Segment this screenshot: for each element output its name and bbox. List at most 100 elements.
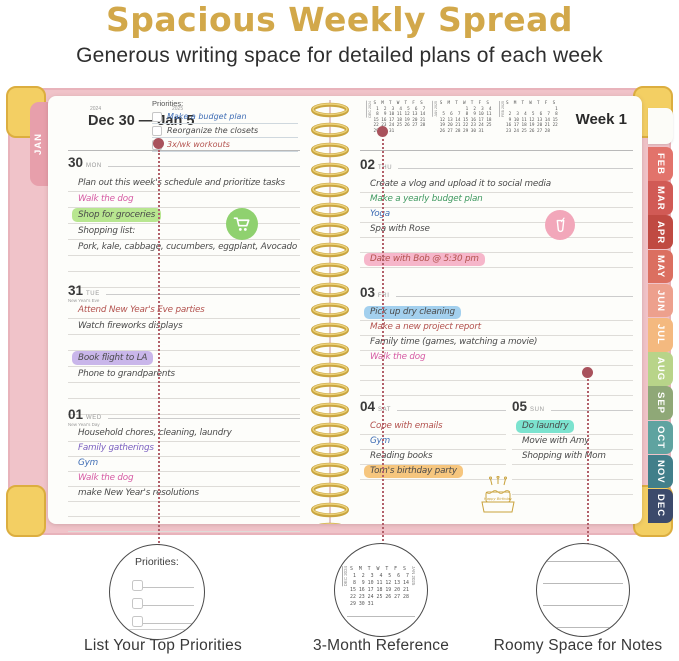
planner-entry: Make a yearly budget plan: [360, 193, 633, 208]
month-tab-label: NOV: [655, 459, 666, 484]
day-number: 30: [68, 155, 84, 170]
day-number: 31: [68, 283, 84, 298]
planner-spread: JAN 2024 2025: [6, 86, 673, 537]
highlighted-entry: Date with Bob @ 5:30 pm: [364, 253, 485, 266]
mini-calendar-label: DEC 2024: [342, 566, 348, 587]
week-number-label: Week 1: [575, 111, 627, 128]
planner-entry: Make a new project report: [360, 321, 633, 336]
highlighted-entry: Tom's birthday party: [364, 465, 463, 478]
planner-entry-empty: [68, 335, 300, 351]
day-header: 05 SUN: [512, 398, 633, 416]
leader-line: [382, 139, 384, 545]
month-tab-oct: OCT: [648, 420, 673, 455]
day-weekday: THU: [378, 165, 393, 171]
planner-entry: make New Year's resolutions: [68, 487, 300, 502]
birthday-cake-icon: Happy Birthday: [476, 475, 520, 516]
day-weekday: WED: [86, 415, 102, 421]
planner-entry-empty: [68, 272, 300, 288]
planner-entry-empty: [360, 238, 633, 253]
drink-icon: [545, 210, 575, 240]
callout-circle-calendar: DEC 2024 S M T W T F S 1 2 3 4 5 6 7 8 9…: [334, 543, 428, 637]
leader-line: [587, 379, 589, 545]
planner-entry: Phone to grandparents: [68, 367, 300, 383]
priorities-block: Priorities: Make a budget plan Reorganiz…: [152, 99, 298, 152]
planner-entry: Book flight to LA: [68, 351, 300, 367]
checkbox-icon: [132, 580, 143, 591]
rule-line: [543, 583, 623, 584]
rule-line: [543, 605, 623, 606]
callout-label-reference: 3-Month Reference: [312, 637, 450, 654]
month-tab-label: MAR: [655, 185, 666, 211]
leader-dot: [377, 126, 388, 137]
callout-priority-row: [132, 589, 194, 609]
planner-entry: Plan out this week's schedule and priori…: [68, 176, 300, 192]
day-number: 04: [360, 399, 376, 414]
checkbox-icon: [132, 616, 143, 627]
priority-item: Make a budget plan: [152, 110, 298, 124]
planner-entry: Gym: [360, 435, 506, 450]
spiral-binding-icon: [308, 100, 352, 529]
day-number: 03: [360, 285, 376, 300]
day-weekday: TUE: [86, 291, 100, 297]
month-tab-apr: APR: [648, 215, 673, 250]
planner-entry: Create a vlog and upload it to social me…: [360, 178, 633, 193]
month-tab-label: APR: [655, 220, 666, 244]
planner-entry-empty: [360, 381, 633, 396]
rule-line: [120, 629, 194, 630]
priority-text: Reorganize the closets: [167, 126, 259, 135]
callout-calendar: DEC 2024 S M T W T F S 1 2 3 4 5 6 7 8 9…: [342, 566, 416, 608]
planner-entry: Yoga: [360, 208, 633, 223]
rule-line: [107, 154, 300, 167]
day-header: 31 TUE: [68, 282, 300, 300]
month-tab-label: FEB: [655, 152, 666, 175]
priority-text: 3x/wk workouts: [167, 140, 230, 149]
right-page: DEC 2024 S M T W T F S 1 2 3 4 5 6 7 8 9…: [360, 98, 633, 522]
planner-entry: Shop for groceries: [68, 208, 300, 224]
planner-entry-empty: [68, 502, 300, 517]
day-entries: Plan out this week's schedule and priori…: [68, 176, 300, 288]
planner-entry: Pick up dry cleaning: [360, 306, 633, 321]
priority-item: 3x/wk workouts: [152, 138, 298, 152]
rule-line: [543, 561, 623, 562]
planner-entry-empty: [360, 366, 633, 381]
month-tabs: FEB MAR APR MAY JUN JUL AUG SEP OCT NOV …: [648, 108, 673, 523]
holiday-note: New Year's Eve: [68, 298, 100, 303]
planner-entry-empty: [68, 517, 300, 532]
highlighted-entry: Shop for groceries: [72, 208, 162, 222]
day-section-sat: 04 SAT Cope with emails Gym Reading book…: [360, 398, 506, 480]
day-section-thu: 02 THU Create a vlog and upload it to so…: [360, 156, 633, 268]
day-header: 30 MON: [68, 154, 300, 172]
month-tab-nov: NOV: [648, 454, 673, 489]
month-tab-dec: DEC: [648, 488, 673, 523]
priorities-label: Priorities:: [152, 99, 184, 108]
planner-entry: Pork, kale, cabbage, cucumbers, eggplant…: [68, 240, 300, 256]
priority-text: Make a budget plan: [167, 112, 247, 121]
page-title: Spacious Weekly Spread: [105, 0, 573, 39]
planner-entry: Attend New Year's Eve parties: [68, 303, 300, 319]
highlighted-entry: Pick up dry cleaning: [364, 306, 461, 319]
planner-entry: Shopping list:: [68, 224, 300, 240]
day-section-fri: 03 FRI Pick up dry cleaning Make a new p…: [360, 284, 633, 396]
month-tab-label: JUN: [655, 289, 666, 312]
planner-entry-empty: [68, 399, 300, 415]
day-entries: Cope with emails Gym Reading books Tom's…: [360, 420, 506, 480]
month-tab-slot: [648, 108, 673, 144]
day-header: 02 THU: [360, 156, 633, 174]
rule-line: [395, 284, 633, 297]
checkbox-icon: [152, 111, 162, 122]
mini-calendar-label: JAN 2025: [410, 566, 416, 586]
day-weekday: SUN: [530, 407, 545, 413]
planner-entry: Spa with Rose: [360, 223, 633, 238]
day-number: 05: [512, 399, 528, 414]
mini-calendar-label: FEB 2025: [498, 101, 505, 117]
rule-line: [397, 398, 506, 411]
planner-entry: Do laundry: [512, 420, 633, 435]
callout-priority-row: [132, 607, 194, 627]
planner-entry: Watch fireworks displays: [68, 319, 300, 335]
month-tab-feb: FEB: [648, 147, 673, 181]
day-number: 02: [360, 157, 376, 172]
mini-calendar-feb: FEB 2025 S M T W T F S 1 2 3 4 5 6 7 8 9…: [498, 101, 558, 135]
day-section-sun: 05 SUN Do laundry Movie with Amy Shoppin…: [512, 398, 633, 495]
callout-circle-notes: [536, 543, 630, 637]
